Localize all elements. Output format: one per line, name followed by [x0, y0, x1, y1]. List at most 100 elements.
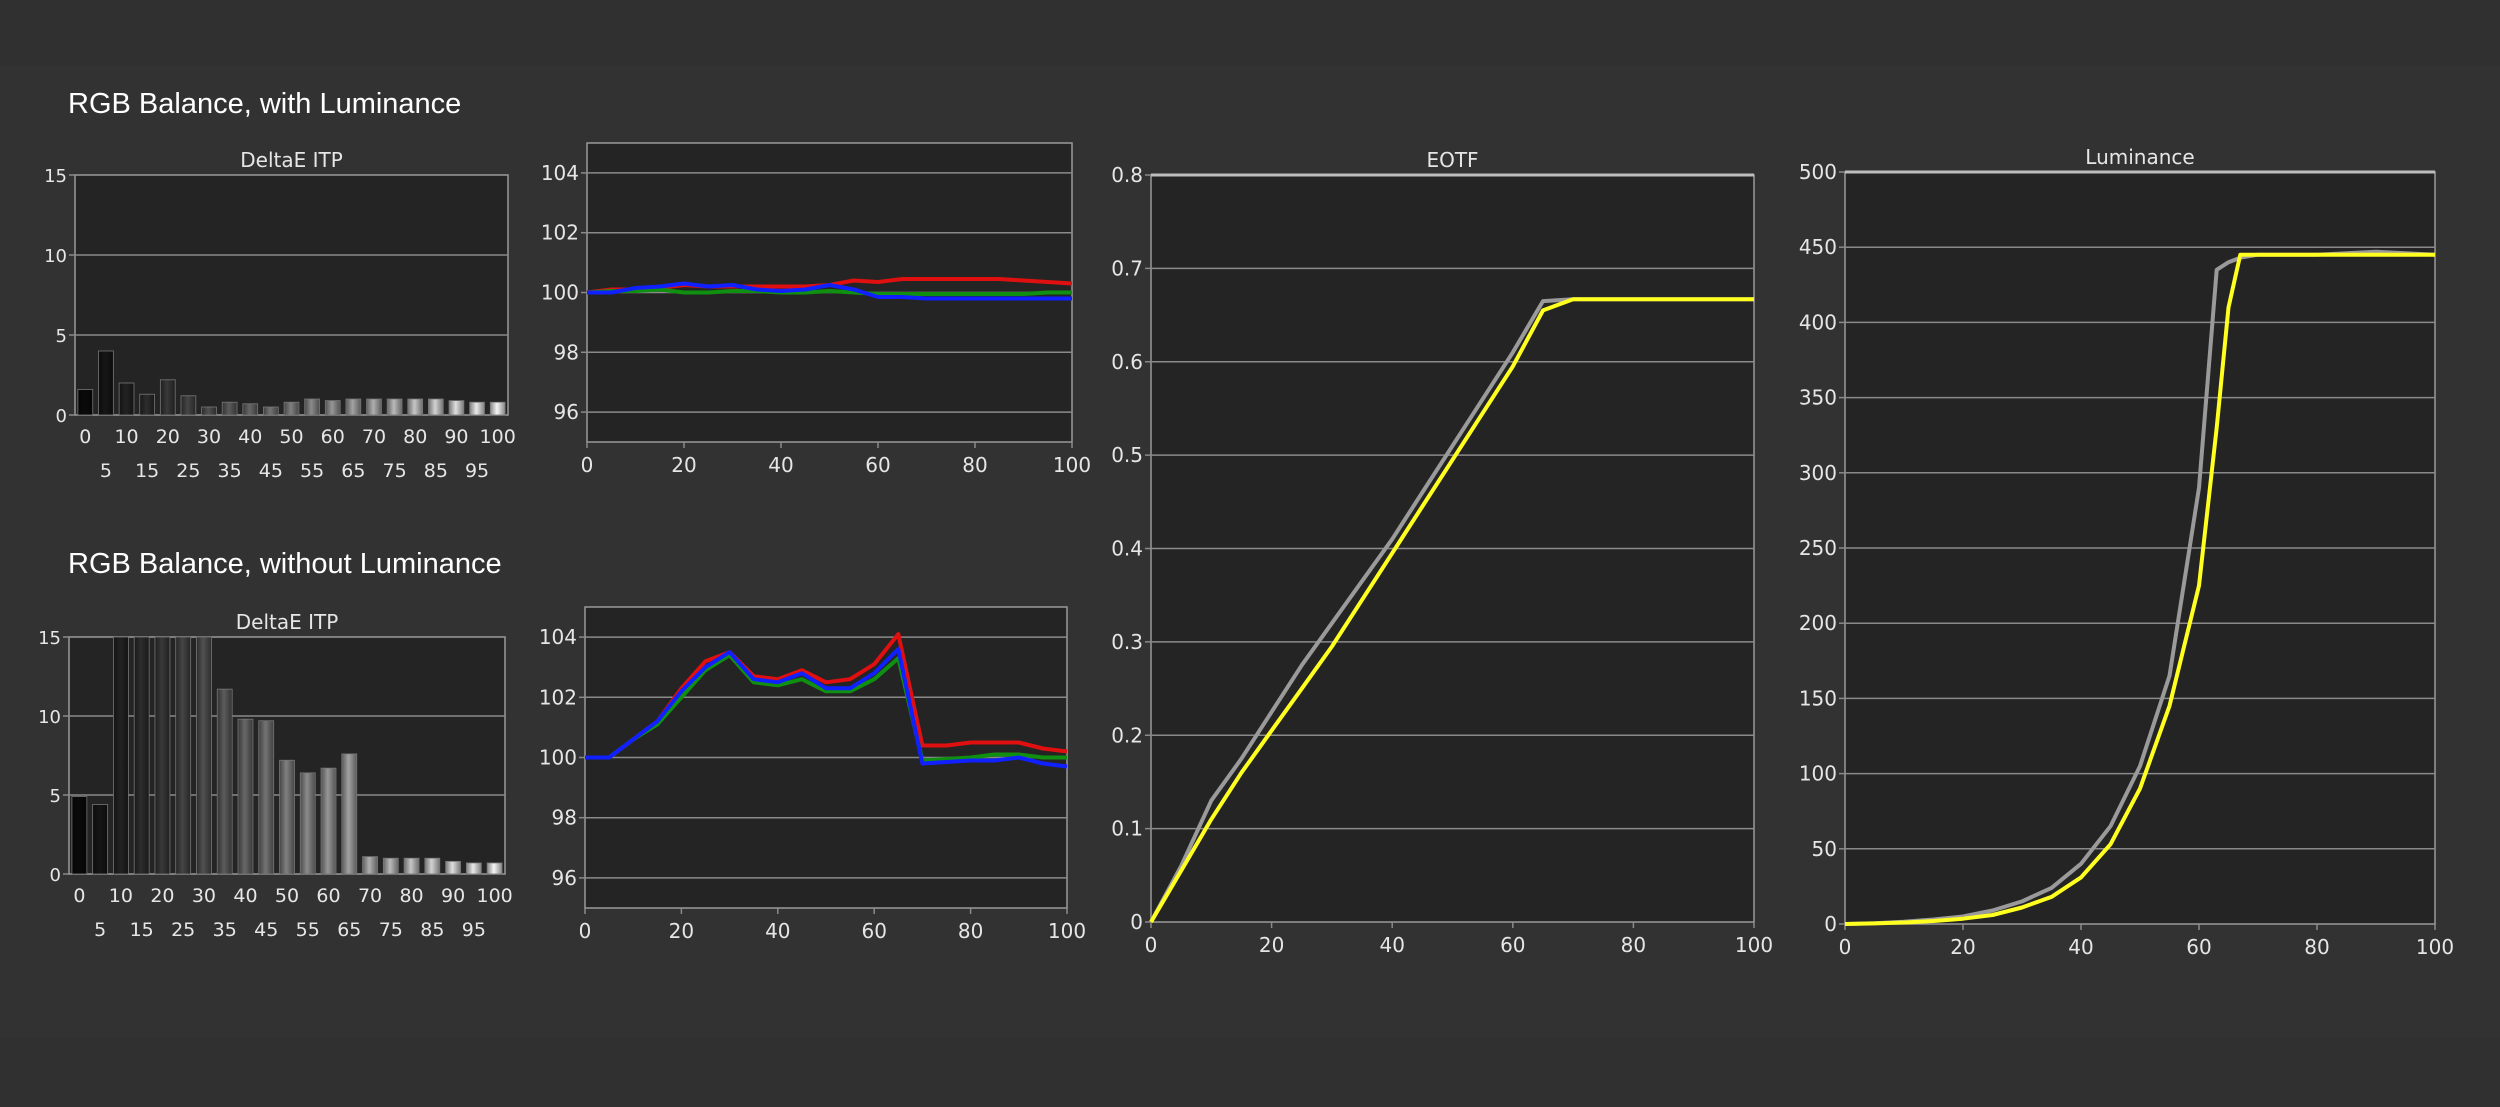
heading-with-luminance: RGB Balance, with Luminance [68, 88, 462, 120]
x-tick-label: 55 [300, 460, 324, 482]
x-tick-label: 95 [462, 919, 486, 941]
x-tick-label: 90 [444, 426, 468, 448]
x-tick-label: 75 [379, 919, 403, 941]
x-tick-label: 40 [765, 919, 790, 943]
x-tick-label: 30 [192, 885, 216, 907]
bar [201, 406, 217, 416]
x-tick-label: 0 [581, 453, 594, 477]
bar [159, 379, 176, 416]
y-tick-label: 300 [1799, 461, 1837, 485]
x-tick-label: 60 [861, 919, 886, 943]
x-tick-label: 10 [114, 426, 138, 448]
x-tick-label: 45 [254, 919, 278, 941]
y-tick-label: 350 [1799, 386, 1837, 410]
x-tick-label: 0 [73, 885, 85, 907]
series-line-yellow [1149, 297, 1754, 924]
chart-rgb_bottom: 96 98 100 102 104 0 20 40 60 80 100 [539, 606, 1086, 943]
bar [118, 382, 135, 416]
y-tick-label: 10 [38, 707, 61, 728]
y-tick-label: 0.5 [1111, 443, 1143, 467]
x-tick-label: 65 [341, 460, 365, 482]
y-tick-label: 250 [1799, 536, 1837, 560]
x-tick-label: 100 [1048, 919, 1086, 943]
series-line-yellow [1844, 252, 2435, 926]
bar [92, 804, 109, 875]
bar [304, 398, 320, 416]
x-tick-label: 55 [296, 919, 320, 941]
y-tick-label: 96 [552, 866, 577, 890]
x-tick-label: 5 [94, 919, 106, 941]
bar [263, 406, 279, 416]
bar [345, 398, 362, 416]
y-tick-label: 0.7 [1111, 256, 1143, 280]
bar [324, 400, 341, 416]
plot-area [74, 174, 509, 416]
bar [113, 636, 129, 875]
bar [486, 862, 503, 875]
chart-title: DeltaE ITP [240, 148, 343, 172]
bar [154, 636, 171, 875]
bar [196, 636, 212, 875]
bar [283, 401, 300, 416]
x-tick-label: 100 [476, 885, 512, 907]
x-tick-label: 60 [316, 885, 340, 907]
y-tick-label: 104 [541, 161, 579, 185]
bar [71, 796, 88, 875]
y-tick-label: 5 [56, 326, 67, 347]
bar [299, 772, 316, 875]
x-tick-label: 20 [1950, 935, 1975, 959]
x-tick-label: 80 [399, 885, 423, 907]
x-tick-label: 40 [768, 453, 793, 477]
series-line-blue [587, 281, 1072, 301]
x-tick-label: 25 [171, 919, 195, 941]
y-tick-label: 100 [541, 281, 579, 305]
y-tick-label: 0.1 [1111, 817, 1143, 841]
x-tick-label: 70 [362, 426, 386, 448]
bar [448, 400, 465, 416]
bar [424, 857, 441, 875]
bar [180, 395, 197, 416]
x-tick-label: 0 [79, 426, 91, 448]
x-tick-label: 75 [383, 460, 407, 482]
x-tick-label: 95 [465, 460, 489, 482]
x-tick-label: 20 [671, 453, 696, 477]
bar [242, 403, 259, 416]
x-tick-label: 60 [1500, 933, 1525, 957]
chart-rgb_top: 96 98 100 102 104 0 20 40 60 80 100 [541, 142, 1091, 477]
bar [175, 636, 192, 875]
y-tick-label: 0 [50, 865, 61, 886]
y-tick-label: 50 [1812, 837, 1837, 861]
y-tick-label: 96 [554, 400, 579, 424]
bar [362, 856, 378, 875]
y-tick-label: 0.3 [1111, 630, 1143, 654]
x-tick-label: 40 [238, 426, 262, 448]
x-tick-label: 35 [213, 919, 237, 941]
y-tick-label: 0.2 [1111, 723, 1143, 747]
bar [341, 753, 358, 875]
y-tick-label: 0 [1130, 910, 1143, 934]
y-tick-label: 450 [1799, 235, 1837, 259]
y-tick-label: 104 [539, 625, 577, 649]
x-tick-label: 70 [358, 885, 382, 907]
y-tick-label: 100 [539, 746, 577, 770]
y-tick-label: 98 [552, 806, 577, 830]
x-tick-label: 80 [403, 426, 427, 448]
x-tick-label: 35 [218, 460, 242, 482]
y-tick-label: 102 [539, 685, 577, 709]
bar [386, 398, 403, 416]
bar [407, 398, 424, 416]
bar [320, 767, 337, 875]
series-line-green [585, 653, 1067, 763]
x-tick-label: 80 [962, 453, 987, 477]
y-tick-label: 15 [38, 628, 61, 649]
y-tick-label: 0.4 [1111, 537, 1143, 561]
x-tick-label: 20 [1259, 933, 1284, 957]
y-tick-label: 15 [44, 166, 67, 187]
x-tick-label: 10 [109, 885, 133, 907]
x-tick-label: 80 [958, 919, 983, 943]
bar [258, 720, 275, 875]
y-tick-label: 500 [1799, 160, 1837, 184]
